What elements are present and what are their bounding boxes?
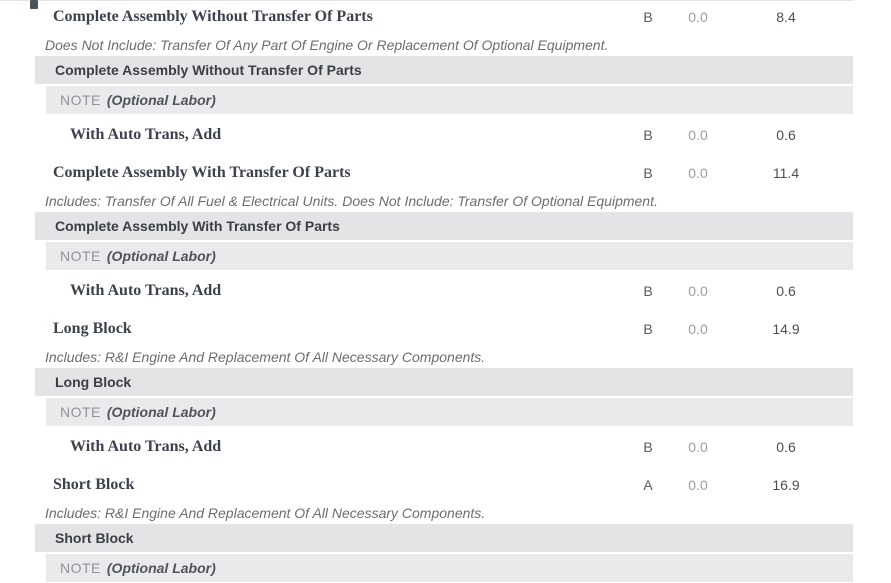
labor-row-main[interactable]: Complete Assembly With Transfer Of Parts… xyxy=(0,162,891,184)
includes-note: Includes: Transfer Of All Fuel & Electri… xyxy=(45,193,658,209)
skill-value: 0.0 xyxy=(688,439,708,455)
labor-title: With Auto Trans, Add xyxy=(70,126,222,143)
skill-value: 0.0 xyxy=(688,165,708,181)
section-header-title: Complete Assembly With Transfer Of Parts xyxy=(55,218,340,234)
labor-title: Complete Assembly With Transfer Of Parts xyxy=(53,164,351,181)
section-header-band: Long Block xyxy=(35,368,853,396)
class-code: B xyxy=(643,127,653,143)
labor-row-main[interactable]: Long Block B 0.0 14.9 xyxy=(0,318,891,340)
hours-value: 14.9 xyxy=(772,321,800,337)
hours-value: 0.6 xyxy=(776,283,796,299)
labor-title: Complete Assembly Without Transfer Of Pa… xyxy=(53,8,373,25)
note-row: NOTE (Optional Labor) xyxy=(46,86,853,114)
class-code: A xyxy=(643,477,653,493)
ui-fragment xyxy=(30,0,38,9)
labor-row-sub[interactable]: With Auto Trans, Add B 0.0 0.6 xyxy=(0,280,891,302)
labor-title: With Auto Trans, Add xyxy=(70,282,222,299)
hours-value: 16.9 xyxy=(772,477,800,493)
class-code: B xyxy=(643,9,653,25)
includes-note: Includes: R&I Engine And Replacement Of … xyxy=(45,349,486,365)
section-header-title: Long Block xyxy=(55,374,132,390)
includes-note: Does Not Include: Transfer Of Any Part O… xyxy=(45,37,609,53)
note-detail: (Optional Labor) xyxy=(106,560,216,576)
section-header-band: Complete Assembly With Transfer Of Parts xyxy=(35,212,853,240)
hours-value: 0.6 xyxy=(776,127,796,143)
section-header-title: Complete Assembly Without Transfer Of Pa… xyxy=(55,62,362,78)
note-detail: (Optional Labor) xyxy=(106,248,216,264)
skill-value: 0.0 xyxy=(688,321,708,337)
note-row: NOTE (Optional Labor) xyxy=(46,242,853,270)
note-row: NOTE (Optional Labor) xyxy=(46,398,853,426)
section-header-title: Short Block xyxy=(55,530,134,546)
note-row: NOTE (Optional Labor) xyxy=(46,554,853,582)
includes-note: Includes: R&I Engine And Replacement Of … xyxy=(45,505,486,521)
labor-title: With Auto Trans, Add xyxy=(70,438,222,455)
note-detail: (Optional Labor) xyxy=(106,404,216,420)
class-code: B xyxy=(643,165,653,181)
labor-row-sub[interactable]: With Auto Trans, Add B 0.0 0.6 xyxy=(0,124,891,146)
note-label: NOTE xyxy=(60,92,101,108)
class-code: B xyxy=(643,283,653,299)
section-header-band: Complete Assembly Without Transfer Of Pa… xyxy=(35,56,853,84)
class-code: B xyxy=(643,439,653,455)
hours-value: 0.6 xyxy=(776,439,796,455)
note-label: NOTE xyxy=(60,404,101,420)
labor-title: Short Block xyxy=(53,476,135,493)
class-code: B xyxy=(643,321,653,337)
labor-title: Long Block xyxy=(53,320,132,337)
labor-row-main[interactable]: Complete Assembly Without Transfer Of Pa… xyxy=(0,6,891,28)
labor-row-sub[interactable]: With Auto Trans, Add B 0.0 0.6 xyxy=(0,436,891,458)
hours-value: 8.4 xyxy=(776,9,796,25)
skill-value: 0.0 xyxy=(688,9,708,25)
hours-value: 11.4 xyxy=(772,165,800,181)
labor-row-main[interactable]: Short Block A 0.0 16.9 xyxy=(0,474,891,496)
skill-value: 0.0 xyxy=(688,283,708,299)
note-label: NOTE xyxy=(60,248,101,264)
section-header-band: Short Block xyxy=(35,524,853,552)
skill-value: 0.0 xyxy=(688,477,708,493)
note-detail: (Optional Labor) xyxy=(106,92,216,108)
skill-value: 0.0 xyxy=(688,127,708,143)
top-divider xyxy=(0,0,853,1)
note-label: NOTE xyxy=(60,560,101,576)
